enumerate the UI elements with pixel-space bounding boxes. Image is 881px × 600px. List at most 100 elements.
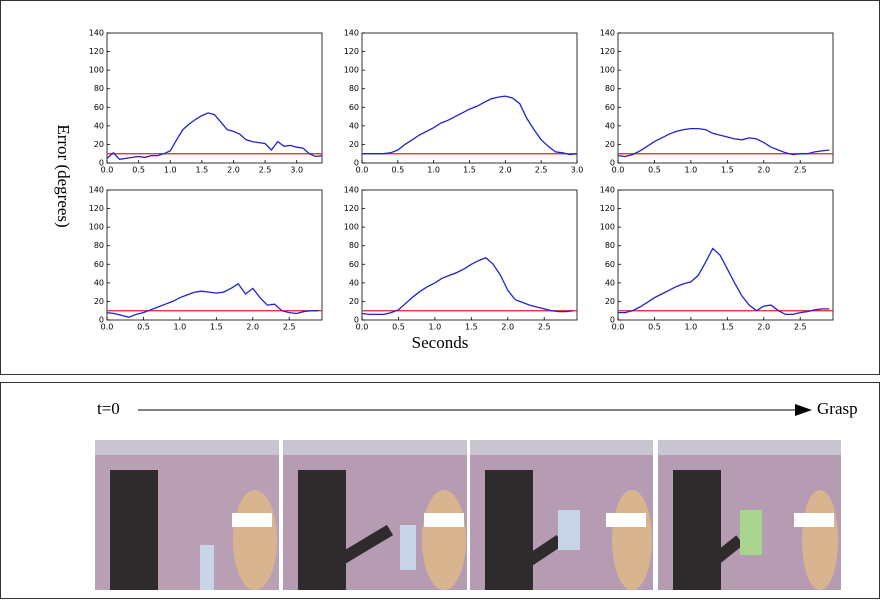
y-tick-label: 60 [349,260,359,269]
y-tick-label: 60 [349,103,359,112]
charts: 0 20 40 60 80 100 120 140 0.0 0.5 1.0 1.5 2.0 2.5 3.0 0… [89,29,834,332]
y-tick-label: 0 [610,316,615,325]
y-tick-label: 140 [344,186,359,195]
y-tick-label: 100 [600,66,615,75]
x-tick-label: 1.0 [427,166,440,175]
x-tick-label: 2.5 [283,323,296,332]
x-tick-label: 0.0 [356,166,369,175]
y-tick-label: 140 [89,29,104,38]
y-tick-label: 20 [605,297,615,306]
y-tick-label: 80 [605,84,615,93]
x-tick-label: 0.5 [137,323,150,332]
y-tick-label: 120 [89,47,104,56]
y-tick-label: 120 [600,47,615,56]
timeline-start: t=0 [97,399,120,418]
y-tick-label: 120 [344,47,359,56]
y-tick-label: 140 [89,186,104,195]
y-tick-label: 40 [605,278,615,287]
y-tick-label: 40 [94,278,104,287]
data-line [361,257,574,316]
y-tick-label: 60 [605,103,615,112]
plot-area [361,189,578,321]
x-tick-label: 0.0 [612,323,625,332]
data-line [106,282,319,318]
y-tick-label: 0 [354,159,359,168]
data-line [617,127,830,158]
x-tick-label: 2.0 [757,166,770,175]
x-tick-label: 0.5 [648,166,661,175]
x-tick-label: 1.0 [429,323,442,332]
x-tick-label: 3.0 [290,166,303,175]
y-tick-label: 20 [94,297,104,306]
x-tick-label: 1.0 [164,166,177,175]
x-tick-label: 1.5 [195,166,208,175]
timeline-end: Grasp [817,399,858,418]
y-tick-label: 60 [94,260,104,269]
data-line [618,247,830,316]
y-axis-label: Error (degrees) [54,124,73,227]
plot-area [106,189,323,321]
x-tick-label: 2.0 [499,166,512,175]
x-tick-label: 2.0 [227,166,240,175]
arrow-head [795,404,812,416]
x-tick-label: 0.0 [356,323,369,332]
x-tick-label: 2.0 [246,323,259,332]
x-tick-label: 2.5 [538,323,551,332]
x-tick-label: 1.0 [685,166,698,175]
y-tick-label: 0 [99,159,104,168]
y-tick-label: 120 [344,204,359,213]
plot-area [361,32,578,164]
y-tick-label: 100 [89,223,104,232]
photo [470,440,653,590]
y-tick-label: 100 [344,66,359,75]
x-tick-label: 0.0 [101,323,114,332]
x-tick-label: 0.0 [612,166,625,175]
photo [283,440,467,590]
x-tick-label: 2.5 [535,166,548,175]
y-tick-label: 40 [605,121,615,130]
y-tick-label: 100 [344,223,359,232]
y-tick-label: 80 [349,84,359,93]
y-tick-label: 0 [354,316,359,325]
y-tick-label: 0 [610,159,615,168]
y-tick-label: 20 [349,140,359,149]
y-tick-label: 80 [349,241,359,250]
y-tick-label: 0 [99,316,104,325]
x-tick-label: 2.5 [794,323,807,332]
y-tick-label: 20 [94,140,104,149]
x-tick-label: 1.0 [685,323,698,332]
x-tick-label: 0.5 [392,323,405,332]
y-tick-label: 140 [600,29,615,38]
y-tick-label: 40 [349,278,359,287]
photo [95,440,279,590]
x-tick-label: 2.5 [259,166,272,175]
y-tick-label: 100 [89,66,104,75]
plot-area [617,32,834,164]
x-tick-label: 0.5 [648,323,661,332]
x-tick-label: 2.0 [501,323,514,332]
x-tick-label: 1.5 [721,166,734,175]
y-tick-label: 60 [94,103,104,112]
x-tick-label: 2.5 [794,166,807,175]
y-tick-label: 60 [605,260,615,269]
charts-frame [0,0,880,375]
y-tick-label: 120 [600,204,615,213]
y-tick-label: 80 [605,241,615,250]
photo [658,440,841,590]
y-tick-label: 140 [344,29,359,38]
y-tick-label: 80 [94,241,104,250]
y-tick-label: 40 [94,121,104,130]
photos-frame [0,382,880,599]
photos [95,440,841,590]
x-tick-label: 0.0 [101,166,114,175]
y-tick-label: 120 [89,204,104,213]
data-line [362,95,578,156]
x-tick-label: 1.5 [721,323,734,332]
y-tick-label: 20 [605,140,615,149]
y-tick-label: 140 [600,186,615,195]
x-tick-label: 2.0 [757,323,770,332]
x-tick-label: 0.5 [391,166,404,175]
y-tick-label: 100 [600,223,615,232]
x-tick-label: 3.0 [571,166,584,175]
